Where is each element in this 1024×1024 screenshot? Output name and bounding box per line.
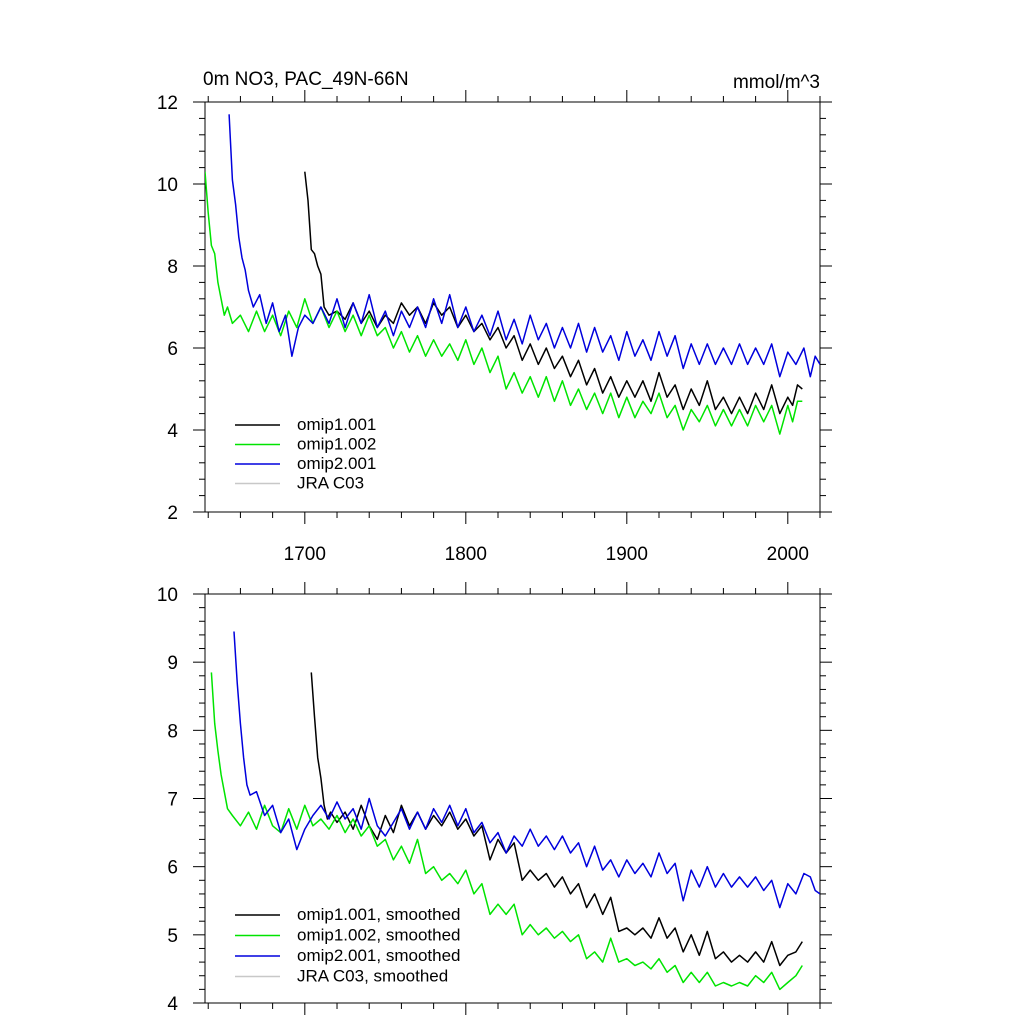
top-series-omip2-001 <box>228 114 820 378</box>
bottom-y-tick-label: 4 <box>167 994 178 1015</box>
top-chart-title: 0m NO3, PAC_49N-66N <box>203 69 409 90</box>
top-legend-label-omip1-001: omip1.001 <box>297 415 376 434</box>
top-x-tick-label: 1800 <box>445 544 487 565</box>
top-y-tick-label: 2 <box>167 503 178 524</box>
top-y-tick-label: 10 <box>157 175 178 196</box>
bottom-series-group <box>210 631 820 991</box>
top-x-tick-label: 1700 <box>284 544 326 565</box>
bottom-y-tick-label: 9 <box>167 653 178 674</box>
top-series-group <box>205 114 820 435</box>
top-y-tick-label: 8 <box>167 257 178 278</box>
top-y-tick-label: 6 <box>167 339 178 360</box>
bottom-y-tick-label: 10 <box>157 585 178 606</box>
top-legend-label-jra-c03: JRA C03 <box>297 474 364 493</box>
bottom-legend-label-omip1-001-smoothed: omip1.001, smoothed <box>297 905 461 924</box>
bottom-series-omip2-001-smoothed <box>233 631 820 909</box>
top-legend-label-omip2-001: omip2.001 <box>297 454 376 473</box>
top-units-label: mmol/m^3 <box>733 72 820 93</box>
top-plot-frame <box>204 101 821 513</box>
top-y-tick-label: 12 <box>157 93 178 114</box>
bottom-legend-label-jra-c03-smoothed: JRA C03, smoothed <box>297 967 448 986</box>
top-y-tick-label: 4 <box>167 421 178 442</box>
bottom-y-tick-label: 8 <box>167 721 178 742</box>
top-series-omip1-001 <box>304 171 803 415</box>
bottom-y-tick-label: 5 <box>167 926 178 947</box>
top-x-tick-label: 1900 <box>606 544 648 565</box>
top-x-tick-label: 2000 <box>767 544 809 565</box>
bottom-y-tick-label: 7 <box>167 790 178 811</box>
bottom-series-omip1-001-smoothed <box>310 672 803 967</box>
bottom-panel: 4 5 6 7 8 9 10 omip1.001, smoothed omip1.002, sm… <box>157 582 832 1015</box>
bottom-y-tick-label: 6 <box>167 858 178 879</box>
top-legend-label-omip1-002: omip1.002 <box>297 435 376 454</box>
bottom-legend-label-omip2-001-smoothed: omip2.001, smoothed <box>297 946 461 965</box>
bottom-series-omip1-002-smoothed <box>210 672 803 991</box>
top-series-omip1-002 <box>205 171 803 435</box>
bottom-legend-label-omip1-002-smoothed: omip1.002, smoothed <box>297 926 461 945</box>
top-panel: 1700 1800 1900 2000 2 4 6 8 10 12 0m NO3, PAC_49N-… <box>157 69 832 565</box>
